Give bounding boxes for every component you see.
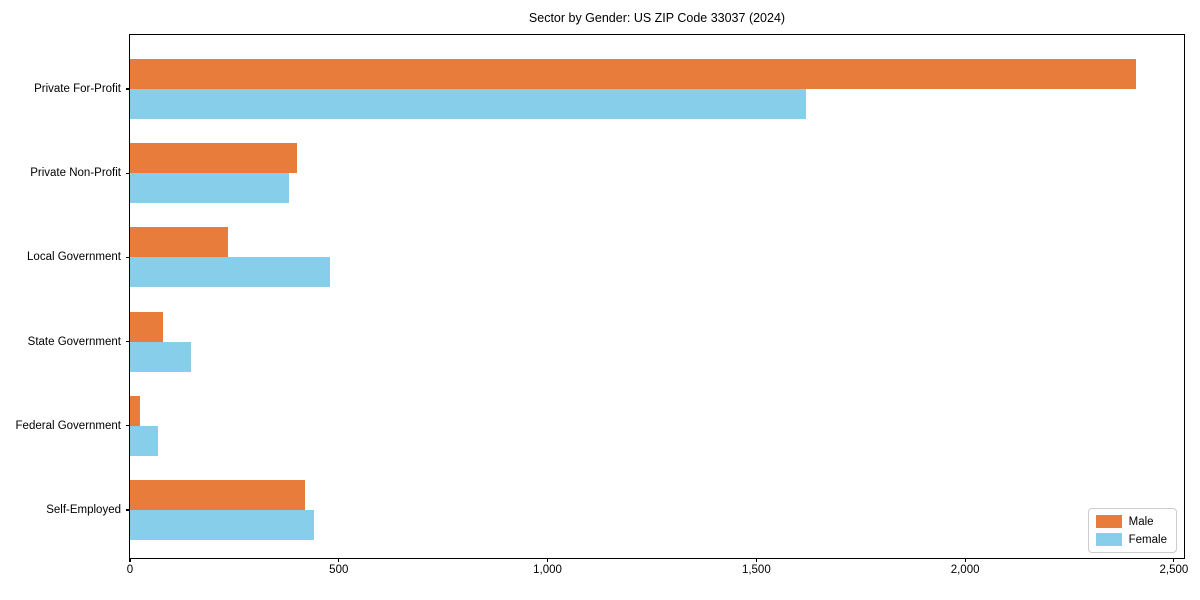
bar-male [130,227,229,258]
bar-male [130,311,164,342]
x-tick-label: 500 [329,564,349,576]
y-tick-label: State Government [27,335,121,348]
y-tick-mark [126,425,130,427]
bar-female [130,257,331,288]
y-tick-mark [126,172,130,174]
x-tick-label: 2,500 [1159,564,1189,576]
x-tick-mark [129,558,131,562]
bar-male [130,59,1137,89]
y-tick-mark [126,509,130,511]
bar-female [130,510,314,540]
bar-female [130,341,191,372]
x-tick-mark [546,558,549,562]
y-tick-mark [126,341,130,343]
y-tick-mark [126,256,130,258]
y-tick-label: Private For-Profit [34,83,121,95]
x-tick-label: 1,500 [741,564,771,576]
bar-male [130,480,306,510]
y-tick-label: Federal Government [15,419,121,432]
legend: Male Female [1087,508,1177,553]
x-tick-label: 0 [126,564,134,576]
chart-title: Sector by Gender: US ZIP Code 33037 (202… [528,11,786,25]
y-tick-label: Self-Employed [46,504,121,516]
x-tick-mark [338,558,340,562]
x-tick-mark [964,558,966,562]
bar-male [130,143,298,174]
legend-swatch-female [1095,533,1122,546]
legend-entry-female: Female [1095,533,1167,546]
x-tick-label: 1,000 [533,564,562,576]
y-tick-label: Private Non-Profit [30,167,121,180]
y-tick-label: Local Government [27,251,121,264]
x-tick-mark [755,558,757,562]
legend-entry-male: Male [1095,515,1167,528]
x-tick-mark [1173,558,1175,562]
bar-female [130,425,159,456]
y-tick-mark [126,88,130,90]
bar-female [130,89,807,119]
legend-label: Female [1128,533,1167,546]
legend-label: Male [1128,515,1154,528]
legend-swatch-male [1095,515,1122,528]
bar-female [130,173,289,204]
bar-male [130,395,141,426]
plot-area: Private For-Profit Private Non-Profit Loca… [16,34,1188,576]
x-tick-label: 2,000 [950,564,980,576]
